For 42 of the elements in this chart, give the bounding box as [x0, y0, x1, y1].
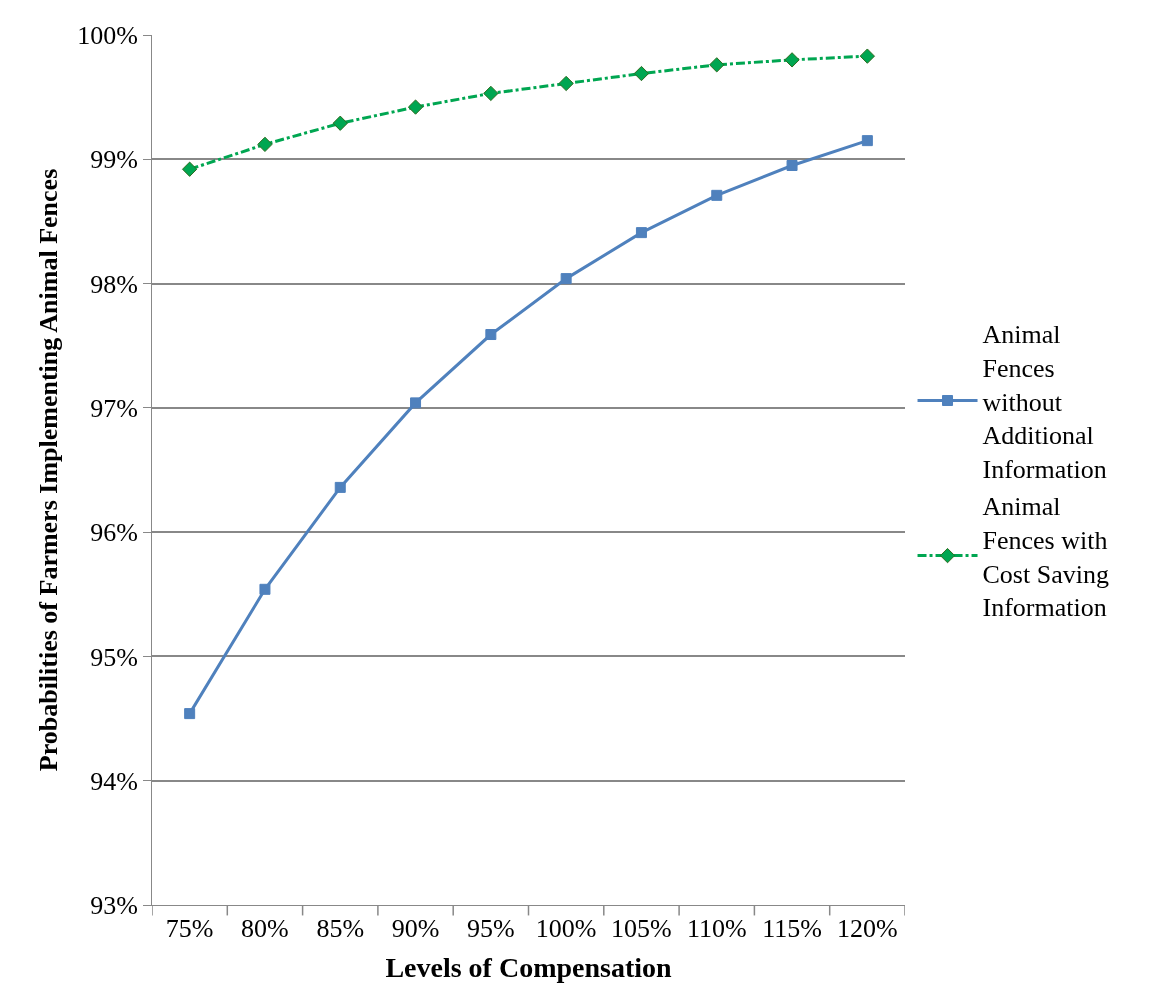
legend-label: Animal Fences without Additional Information [982, 320, 1107, 485]
point [560, 273, 572, 285]
point [407, 99, 424, 115]
x-tick-label: 100% [535, 914, 597, 944]
point [711, 189, 723, 201]
y-tick-label: 95% [90, 642, 138, 672]
point [257, 136, 273, 153]
x-tick-label: 110% [686, 914, 747, 944]
x-tick-label: 85% [316, 914, 365, 944]
y-tick-label: 98% [90, 269, 138, 299]
point [861, 135, 873, 147]
point [184, 708, 196, 720]
x-tick-label: 75% [165, 914, 214, 944]
x-tick-label: 95% [467, 914, 515, 944]
legend-label: Animal Fences with Cost Saving Information [982, 492, 1109, 623]
point [786, 160, 798, 171]
point [259, 583, 271, 595]
point [635, 227, 647, 239]
point [485, 329, 497, 341]
point [558, 75, 574, 92]
y-tick-label: 96% [90, 518, 138, 548]
x-tick-label: 80% [241, 914, 289, 944]
y-tick-label: 99% [90, 145, 138, 175]
x-tick-label: 120% [837, 914, 898, 944]
point [332, 115, 348, 131]
y-tick-label: 97% [90, 393, 138, 423]
x-tick-label: 90% [391, 914, 440, 944]
x-tick-label: 115% [762, 914, 822, 944]
y-axis-title: Probabilities of Farmers Implementing Animal Fences [33, 168, 63, 772]
x-axis-title: Levels of Compensation [385, 952, 673, 984]
x-tick-label: 105% [611, 914, 672, 944]
y-tick-label: 100% [77, 21, 138, 51]
point [709, 57, 725, 73]
point [784, 52, 800, 68]
y-tick-label: 94% [90, 766, 138, 796]
point [859, 48, 875, 64]
point [483, 85, 499, 102]
y-tick-label: 93% [90, 891, 138, 921]
point [334, 481, 346, 493]
point [633, 65, 650, 82]
point [410, 397, 422, 409]
point [182, 161, 198, 177]
